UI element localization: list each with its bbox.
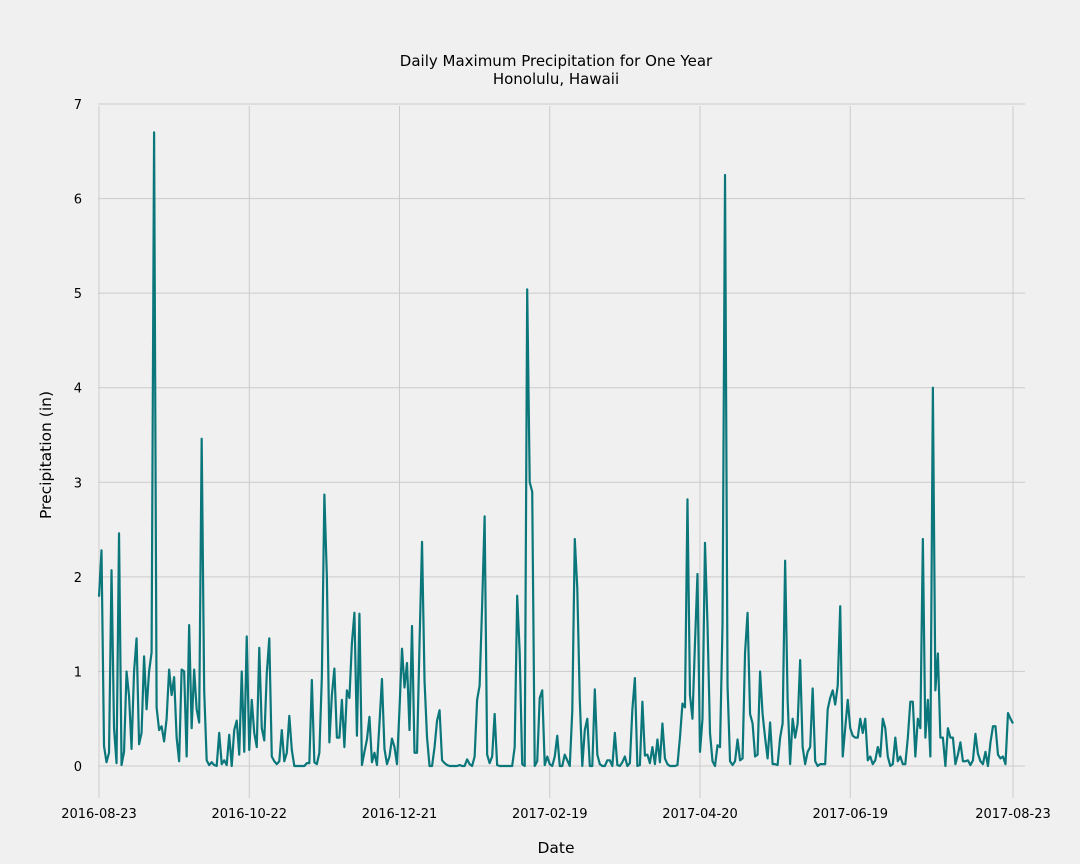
y-gridlines — [98, 103, 1025, 767]
y-tick-label: 1 — [74, 665, 82, 680]
x-tick-label: 2016-10-22 — [211, 807, 287, 822]
y-tick-label: 2 — [74, 571, 82, 586]
x-tick-label: 2017-06-19 — [812, 807, 888, 822]
x-tick-label: 2017-08-23 — [975, 807, 1051, 822]
chart-title-line-2: Honolulu, Hawaii — [493, 70, 619, 88]
chart-title-line-1: Daily Maximum Precipitation for One Year — [400, 52, 713, 70]
x-axis-label: Date — [537, 839, 574, 857]
y-tick-label: 7 — [74, 98, 82, 113]
y-tick-label: 4 — [74, 382, 82, 397]
x-tick-label: 2016-08-23 — [61, 807, 137, 822]
x-gridlines — [98, 106, 1014, 798]
y-tick-label: 0 — [74, 760, 82, 775]
x-tick-label: 2017-02-19 — [512, 807, 588, 822]
y-axis-label: Precipitation (in) — [37, 391, 55, 519]
precipitation-series-line — [97, 131, 1014, 768]
y-tick-labels: 0 1 2 3 4 5 6 7 — [74, 98, 82, 775]
y-tick-label: 5 — [74, 287, 82, 302]
x-tick-label: 2016-12-21 — [362, 807, 438, 822]
x-tick-labels: 2016-08-23 2016-10-22 2016-12-21 2017-02-19… — [61, 807, 1051, 822]
x-tick-label: 2017-04-20 — [662, 807, 738, 822]
y-tick-label: 6 — [74, 193, 82, 208]
y-tick-label: 3 — [74, 476, 82, 491]
